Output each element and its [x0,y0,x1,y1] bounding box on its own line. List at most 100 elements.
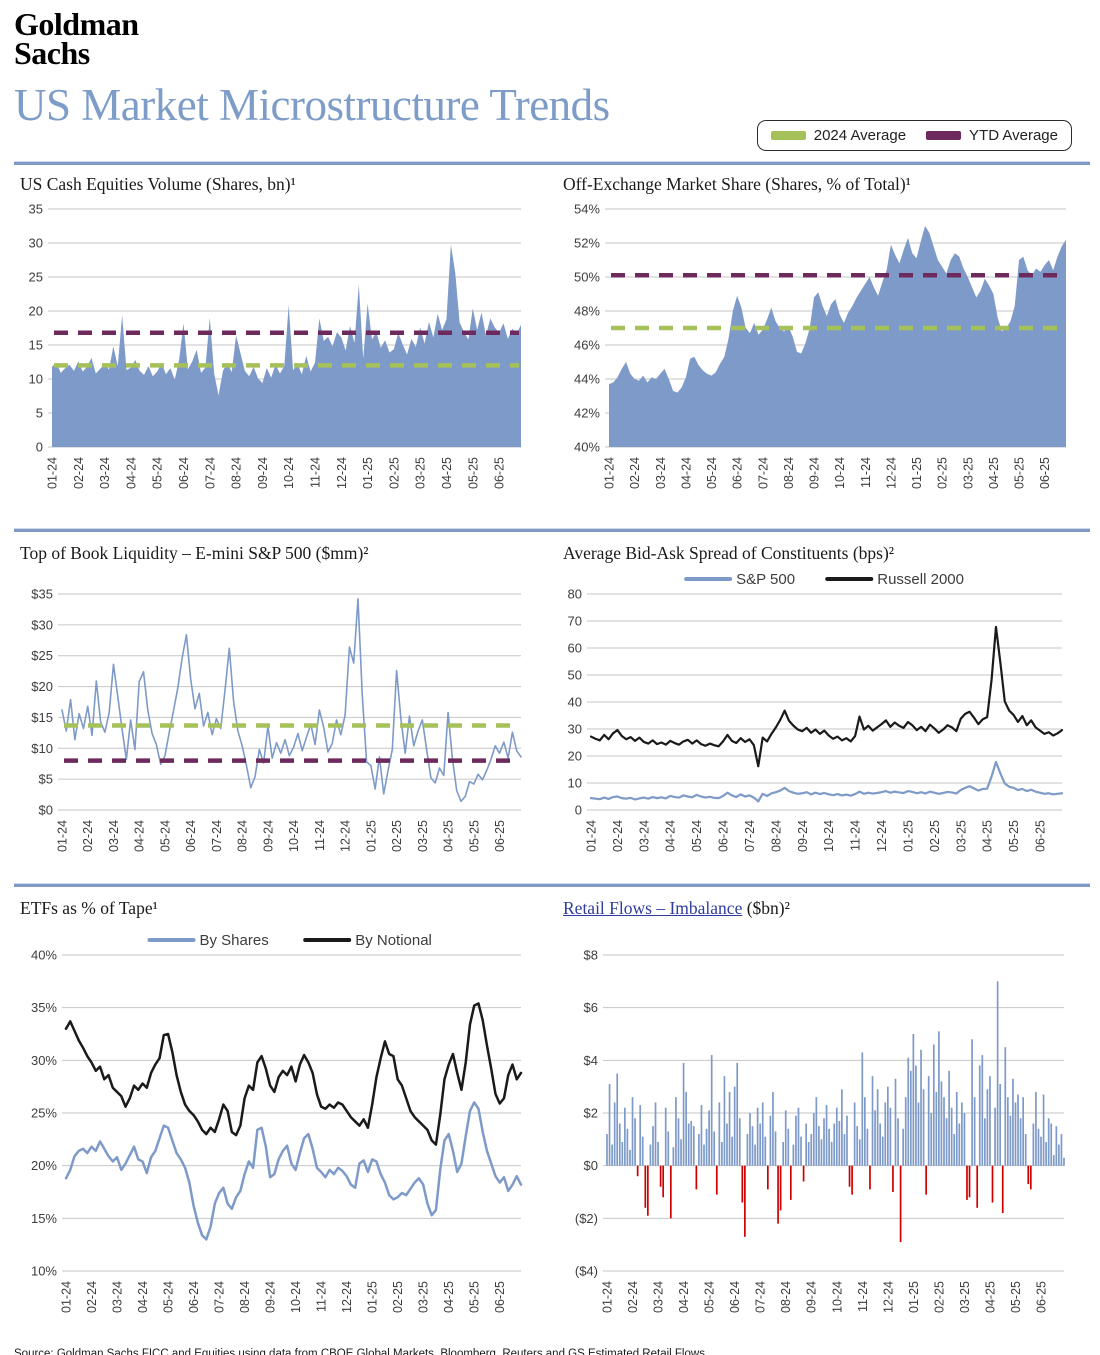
x-tick-label: 07-24 [203,457,217,489]
ytd-average-label: YTD Average [969,127,1058,144]
x-tick-label: 10-24 [282,457,296,489]
flow-bar [1006,1097,1009,1166]
flow-bar [820,1139,823,1166]
flow-bar [1012,1078,1014,1166]
flow-bar [692,1126,695,1166]
legend-item-2024-average: 2024 Average [770,127,906,144]
x-tick-label: 11-24 [313,820,327,851]
x-tick-label: 09-24 [796,820,810,852]
flow-bar [1017,1094,1019,1166]
x-tick-label: 01-24 [603,457,617,489]
flow-bar [961,1102,963,1166]
x-tick-label: 07-24 [756,457,770,489]
x-tick-label: 08-24 [782,457,796,489]
flow-bar [807,1141,810,1166]
x-tick-label: 09-24 [808,457,822,489]
x-tick-label: 04-25 [442,1281,456,1313]
x-tick-label: 05-25 [1009,1281,1023,1313]
x-tick-label: 01-25 [361,457,375,489]
y-tick-label: 50% [574,270,600,285]
flow-bar [815,1097,818,1166]
y-tick-label: 60 [568,641,582,656]
x-tick-label: 06-24 [184,820,198,852]
x-tick-label: 02-25 [936,457,950,489]
y-tick-label: $8 [584,948,598,963]
flow-bar [802,1165,805,1182]
chart-etfs-percent-of-tape: ETFs as % of Tape¹ 10% 15% 20% 25% 30% 35% 40%… [16,889,531,1338]
flow-bar [1050,1123,1053,1166]
average-legend-box: 2024 Average YTD Average [756,120,1072,151]
flow-bar [611,1144,613,1166]
flow-bar [613,1102,616,1166]
flow-bar [805,1123,807,1166]
flow-bar [833,1123,836,1166]
x-tick-label: 05-24 [158,820,172,852]
flow-bar [994,1107,996,1166]
x-tick-label: 04-24 [677,1281,691,1313]
legend-item-ytd-average: YTD Average [926,127,1058,144]
flow-bar [935,1091,938,1166]
line-series [61,598,522,803]
flow-bar [866,1128,869,1166]
flow-bar [687,1123,690,1166]
flow-bar [966,1165,968,1200]
flow-bar [621,1141,624,1166]
x-tick-label: 01-25 [364,820,378,852]
us-cash-equities-volume-svg: 0 5 10 15 20 25 30 35 01-24 02-24 03-24 04-24 05-24 0… [29,202,521,489]
flow-bar [902,1128,905,1166]
flow-bar [856,1126,859,1166]
y-tick-label: 42% [574,406,600,421]
y-tick-label: $4 [584,1053,598,1068]
flow-bar [912,1034,915,1166]
line-series [589,625,1064,768]
y-tick-label: 54% [574,202,600,217]
flow-bar [784,1110,787,1166]
x-tick-label: 08-24 [236,820,250,852]
retail-flows-plot: ($4) ($2) $0 $2 $4 $6 $8 01-24 02-24 03-24 04-24 05… [559,919,1074,1338]
flow-bar [953,1134,956,1166]
page-title: US Market Microstructure Trends [14,79,610,130]
retail-flows-title-rest: ($bn)² [746,898,790,918]
flow-bar [950,1107,953,1166]
flow-bar [818,1126,820,1166]
flow-bar [976,1165,979,1208]
chart-title-etfs: ETFs as % of Tape¹ [20,898,158,918]
y-tick-label: 10 [29,372,43,387]
chart-title-retail-flows: Retail Flows – Imbalance ($bn)² [563,898,1074,919]
top-of-book-liquidity-svg: $0 $5 $10 $15 $20 $25 $30 $35 01-24 02-24 03-24 04-… [31,587,522,852]
flow-bar [634,1118,636,1166]
flow-bar [700,1105,703,1166]
flow-bar [766,1165,769,1190]
x-tick-label: 06-24 [187,1281,201,1313]
x-tick-label: 05-25 [466,457,480,489]
y-tick-label: 20% [31,1158,57,1173]
chart-off-exchange-share: Off-Exchange Market Share (Shares, % of … [559,165,1074,520]
flow-bar [853,1102,856,1166]
flow-bar [1052,1155,1055,1166]
y-tick-label: 10 [568,776,582,791]
x-tick-label: 07-24 [213,1281,227,1313]
flow-bar [777,1165,779,1224]
x-tick-label: 04-24 [124,457,138,489]
flow-bar [858,1139,861,1166]
x-tick-label: 05-25 [1013,457,1027,489]
y-tick-label: 70 [568,614,582,629]
y-tick-label: $20 [31,679,53,694]
x-tick-label: 08-24 [230,457,244,489]
flow-bar [955,1091,958,1166]
flow-bar [835,1107,838,1166]
flow-bar [629,1149,631,1166]
flow-bar [741,1165,744,1203]
flow-bar [782,1141,785,1166]
x-tick-label: 04-24 [664,820,678,852]
flow-bar [897,1118,899,1166]
retail-flows-link[interactable]: Retail Flows – Imbalance [563,898,743,918]
flow-bar [1037,1128,1040,1166]
cash-volume-plot: 0 5 10 15 20 25 30 35 01-24 02-24 03-24 04-24 05-24 0… [16,195,531,520]
flow-bar [703,1144,705,1166]
chart-title-off-exchange: Off-Exchange Market Share (Shares, % of … [563,174,911,194]
x-tick-label: 06-25 [493,1281,507,1313]
legend-label: Russell 2000 [877,571,964,588]
flow-bar [907,1057,910,1166]
